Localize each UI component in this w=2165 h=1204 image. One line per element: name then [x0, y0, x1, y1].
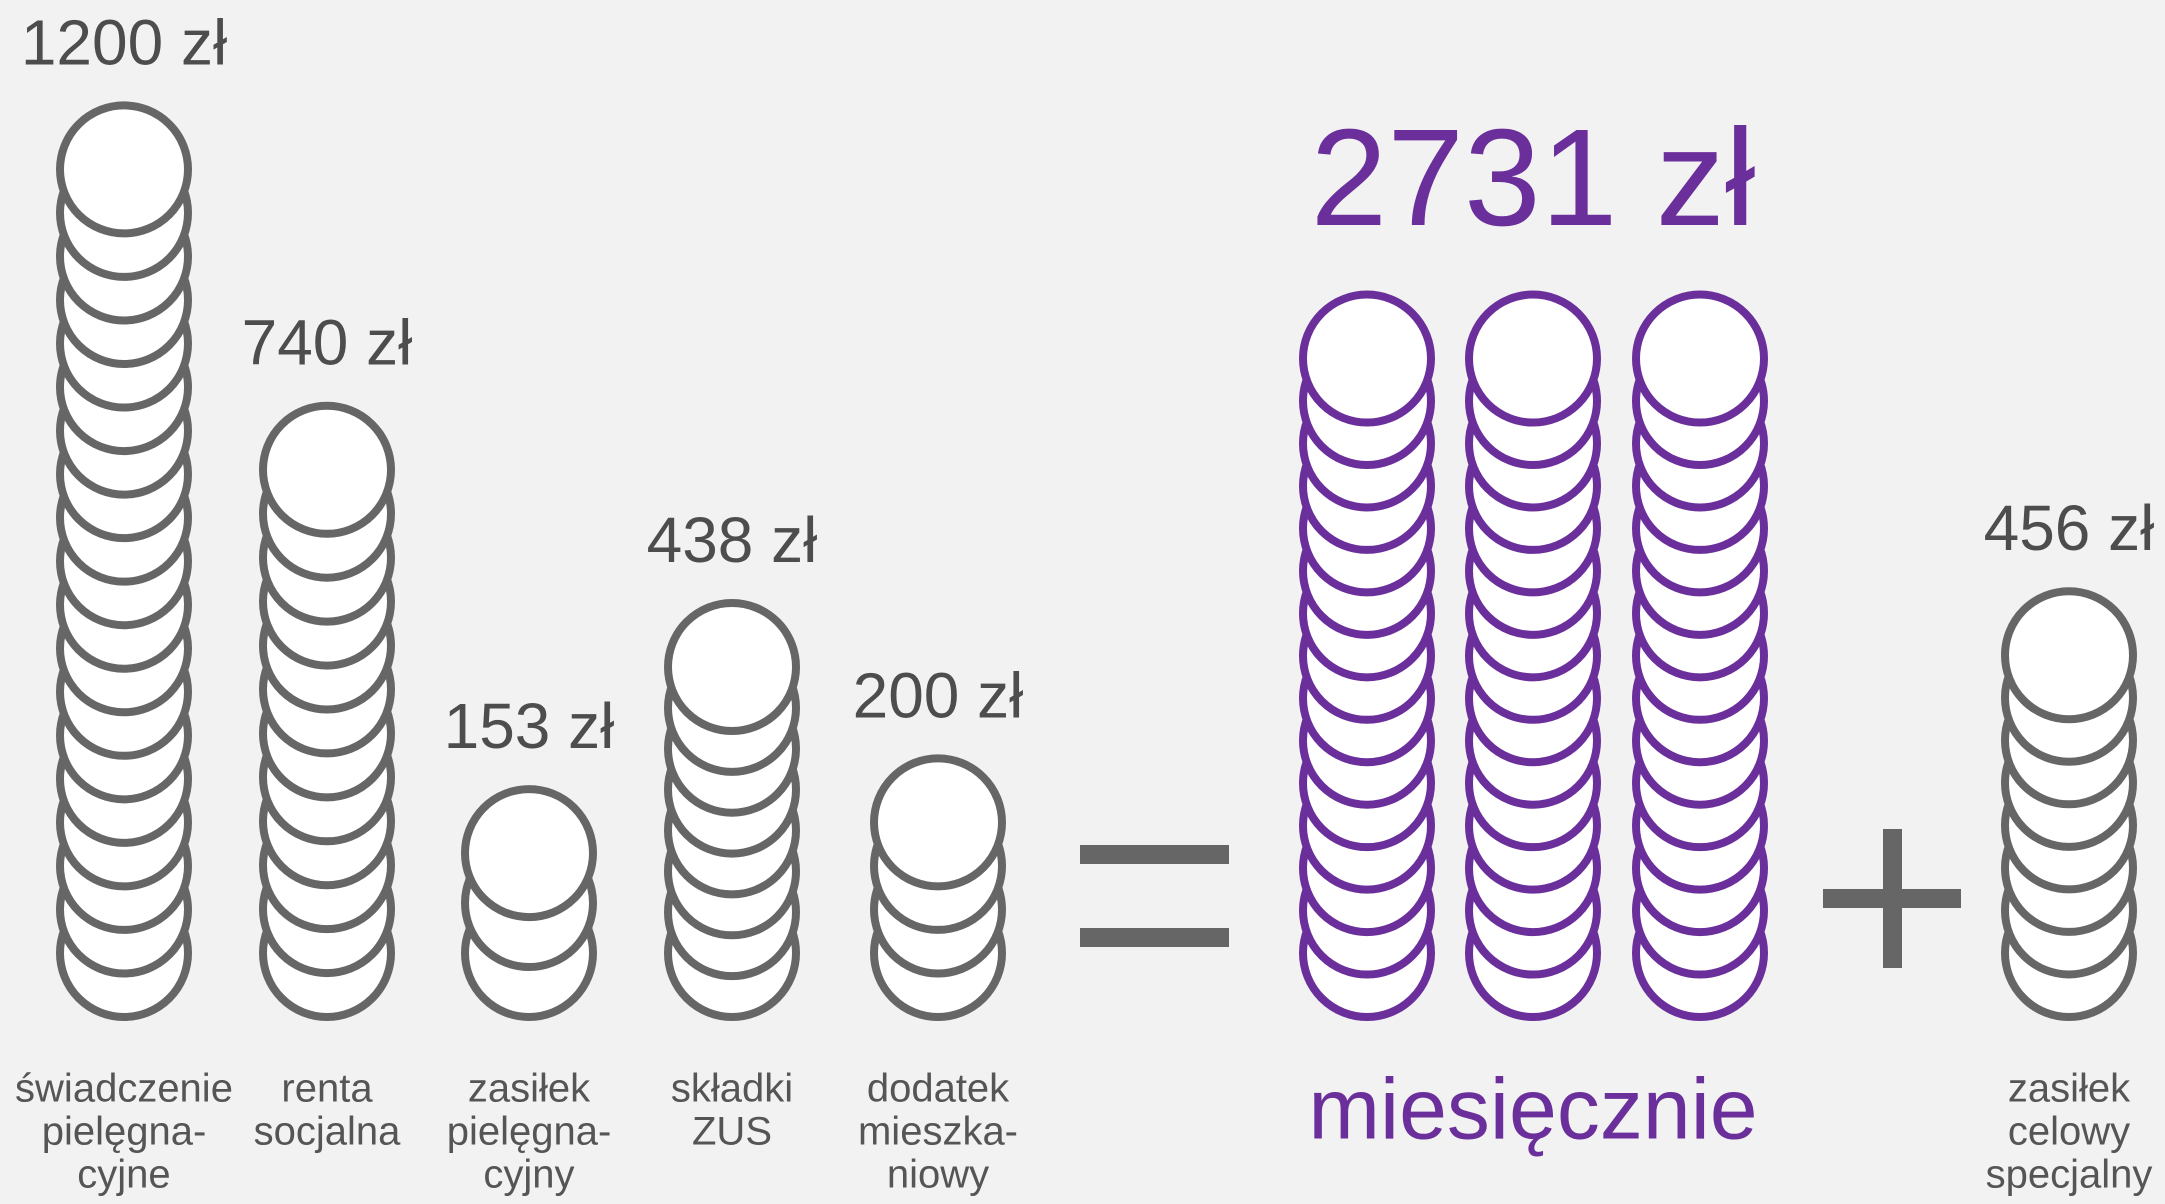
category-label: cyjne — [77, 1153, 170, 1197]
coin — [259, 401, 395, 538]
category-label: ZUS — [692, 1110, 772, 1154]
category-label: renta — [281, 1067, 373, 1111]
equals-sign-bottom — [1080, 928, 1229, 947]
coin-stack — [664, 598, 800, 1021]
total-label: miesięcznie — [1308, 1062, 1757, 1158]
coin — [2001, 587, 2137, 724]
category-label: celowy — [2008, 1110, 2130, 1154]
value-label: 153 zł — [444, 690, 615, 762]
coin-stack — [259, 401, 395, 1021]
coin-stack — [56, 101, 192, 1021]
category-label: dodatek — [867, 1067, 1010, 1111]
value-label: 740 zł — [242, 307, 413, 379]
coin — [1465, 290, 1601, 427]
category-label: zasiłek — [2008, 1067, 2131, 1111]
value-label: 1200 zł — [21, 6, 227, 78]
category-label: pielęgna- — [42, 1110, 207, 1154]
coin — [1299, 290, 1435, 427]
category-label: socjalna — [254, 1110, 402, 1154]
category-label: zasiłek — [468, 1067, 591, 1111]
coin — [664, 598, 800, 735]
coin-stack — [461, 785, 597, 1021]
value-label: 200 zł — [853, 659, 1024, 731]
category-label: świadczenie — [15, 1067, 233, 1111]
plus-sign-vertical — [1883, 829, 1902, 968]
category-label: cyjny — [483, 1153, 574, 1197]
category-label: specjalny — [1986, 1153, 2153, 1197]
coin — [56, 101, 192, 238]
category-label: pielęgna- — [447, 1110, 612, 1154]
value-label: 456 zł — [1984, 492, 2155, 564]
coin-stack — [1299, 290, 1435, 1021]
value-label: 438 zł — [647, 504, 818, 576]
coin-stack — [870, 754, 1006, 1021]
coin-stack — [1465, 290, 1601, 1021]
coin-stack — [1632, 290, 1768, 1021]
coin — [461, 785, 597, 922]
coin-stack — [2001, 587, 2137, 1021]
equals-sign-top — [1080, 845, 1229, 864]
coin — [870, 754, 1006, 891]
category-label: niowy — [887, 1153, 989, 1197]
total-value-label: 2731 zł — [1311, 101, 1756, 255]
category-label: składki — [671, 1067, 793, 1111]
category-label: mieszka- — [858, 1110, 1018, 1154]
coin — [1632, 290, 1768, 427]
